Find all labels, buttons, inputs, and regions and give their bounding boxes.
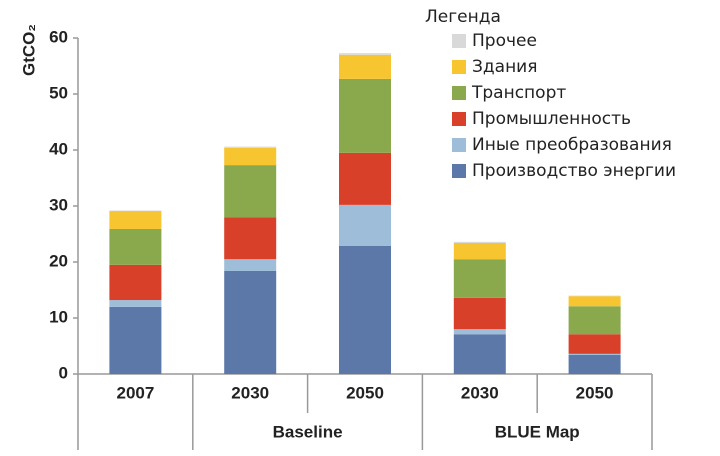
- x-tick-label: 2007: [116, 383, 154, 402]
- y-tick-label: 50: [49, 83, 68, 102]
- legend-swatch: [452, 86, 466, 100]
- y-tick-label: 40: [49, 139, 68, 158]
- bar-segment: [568, 334, 621, 354]
- legend-swatch: [452, 164, 466, 178]
- bar-segment: [339, 53, 391, 55]
- y-axis-label: GtCO₂: [19, 24, 38, 76]
- bar-segment: [109, 211, 162, 229]
- bar-segment: [224, 147, 277, 166]
- bar-segment: [453, 259, 506, 298]
- bar-segment: [339, 78, 391, 153]
- bar-segment: [109, 210, 162, 212]
- bar-segment: [109, 264, 162, 301]
- bar-segment: [568, 353, 621, 355]
- bar-segment: [453, 297, 506, 330]
- bar-segment: [568, 295, 621, 297]
- bar-segment: [339, 54, 391, 79]
- y-tick-label: 20: [49, 251, 68, 270]
- bar-segment: [453, 241, 506, 243]
- y-tick-label: 60: [49, 27, 68, 46]
- y-tick-label: 10: [49, 307, 68, 326]
- legend-label: Прочее: [472, 31, 537, 51]
- legend-label: Промышленность: [472, 109, 631, 129]
- bar-segment: [339, 204, 391, 246]
- bar-segment: [568, 306, 621, 335]
- bar-segment: [109, 228, 162, 265]
- legend-label: Иные преобразования: [472, 135, 672, 155]
- y-tick-label: 30: [49, 195, 68, 214]
- x-tick-label: 2030: [461, 383, 499, 402]
- bar-segment: [109, 306, 162, 374]
- legend-swatch: [452, 112, 466, 126]
- bar-segment: [453, 242, 506, 260]
- legend-label: Производство энергии: [472, 161, 676, 181]
- bar-segment: [453, 334, 506, 374]
- bar-segment: [109, 300, 162, 307]
- group-label: Baseline: [273, 422, 343, 441]
- bar-segment: [224, 270, 277, 374]
- bar-segment: [224, 165, 277, 218]
- x-tick-label: 2030: [231, 383, 269, 402]
- bar-segment: [453, 329, 506, 335]
- bar-segment: [224, 217, 277, 260]
- legend-title: Легенда: [425, 7, 501, 27]
- legend-swatch: [452, 138, 466, 152]
- legend-swatch: [452, 34, 466, 48]
- legend-label: Транспорт: [471, 83, 566, 103]
- bar-segment: [224, 259, 277, 271]
- bar-segment: [339, 245, 391, 374]
- bar-segment: [568, 296, 621, 307]
- bar-segment: [224, 146, 277, 148]
- x-tick-label: 2050: [576, 383, 614, 402]
- y-tick-label: 0: [59, 363, 68, 382]
- bar-segment: [568, 354, 621, 374]
- legend-swatch: [452, 60, 466, 74]
- group-label: BLUE Map: [495, 422, 580, 441]
- x-tick-label: 2050: [346, 383, 384, 402]
- bar-segment: [339, 152, 391, 205]
- legend-label: Здания: [472, 57, 537, 77]
